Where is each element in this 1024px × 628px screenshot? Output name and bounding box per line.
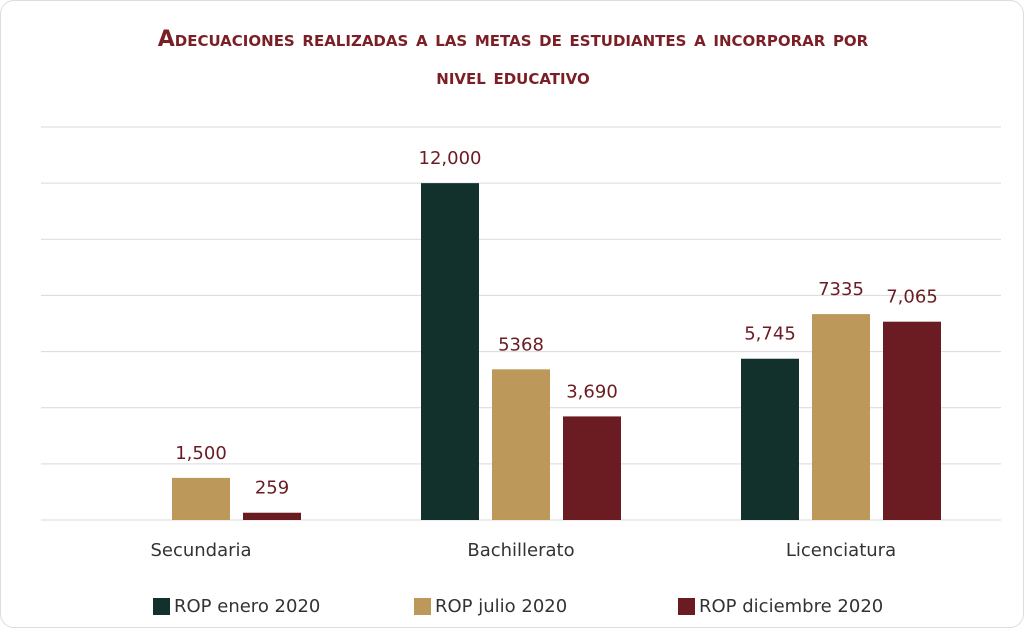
x-tick-label: Bachillerato: [467, 540, 574, 561]
legend-swatch: [678, 598, 695, 615]
value-label: 1,500: [175, 443, 227, 464]
value-label: 5368: [498, 334, 544, 355]
value-label: 12,000: [419, 148, 482, 169]
bar: [812, 314, 870, 520]
legend-swatch: [414, 598, 431, 615]
x-tick-label: Licenciatura: [786, 540, 896, 561]
legend-label: ROP enero 2020: [174, 596, 320, 617]
value-label: 7335: [818, 279, 864, 300]
bar: [741, 358, 799, 520]
bar: [883, 321, 941, 520]
value-label: 259: [255, 478, 289, 499]
legend-label: ROP julio 2020: [435, 596, 567, 617]
legend-swatch: [153, 598, 170, 615]
legend-label: ROP diciembre 2020: [699, 596, 883, 617]
chart-title: Adecuaciones realizadas a las metas de e…: [157, 27, 869, 90]
value-label: 3,690: [566, 381, 618, 402]
bar: [563, 416, 621, 520]
bar: [243, 512, 301, 520]
value-label: 5,745: [744, 324, 796, 345]
x-tick-label: Secundaria: [150, 540, 251, 561]
bar: [172, 477, 230, 520]
bar: [421, 183, 479, 520]
bar: [492, 369, 550, 520]
value-label: 7,065: [886, 287, 938, 308]
